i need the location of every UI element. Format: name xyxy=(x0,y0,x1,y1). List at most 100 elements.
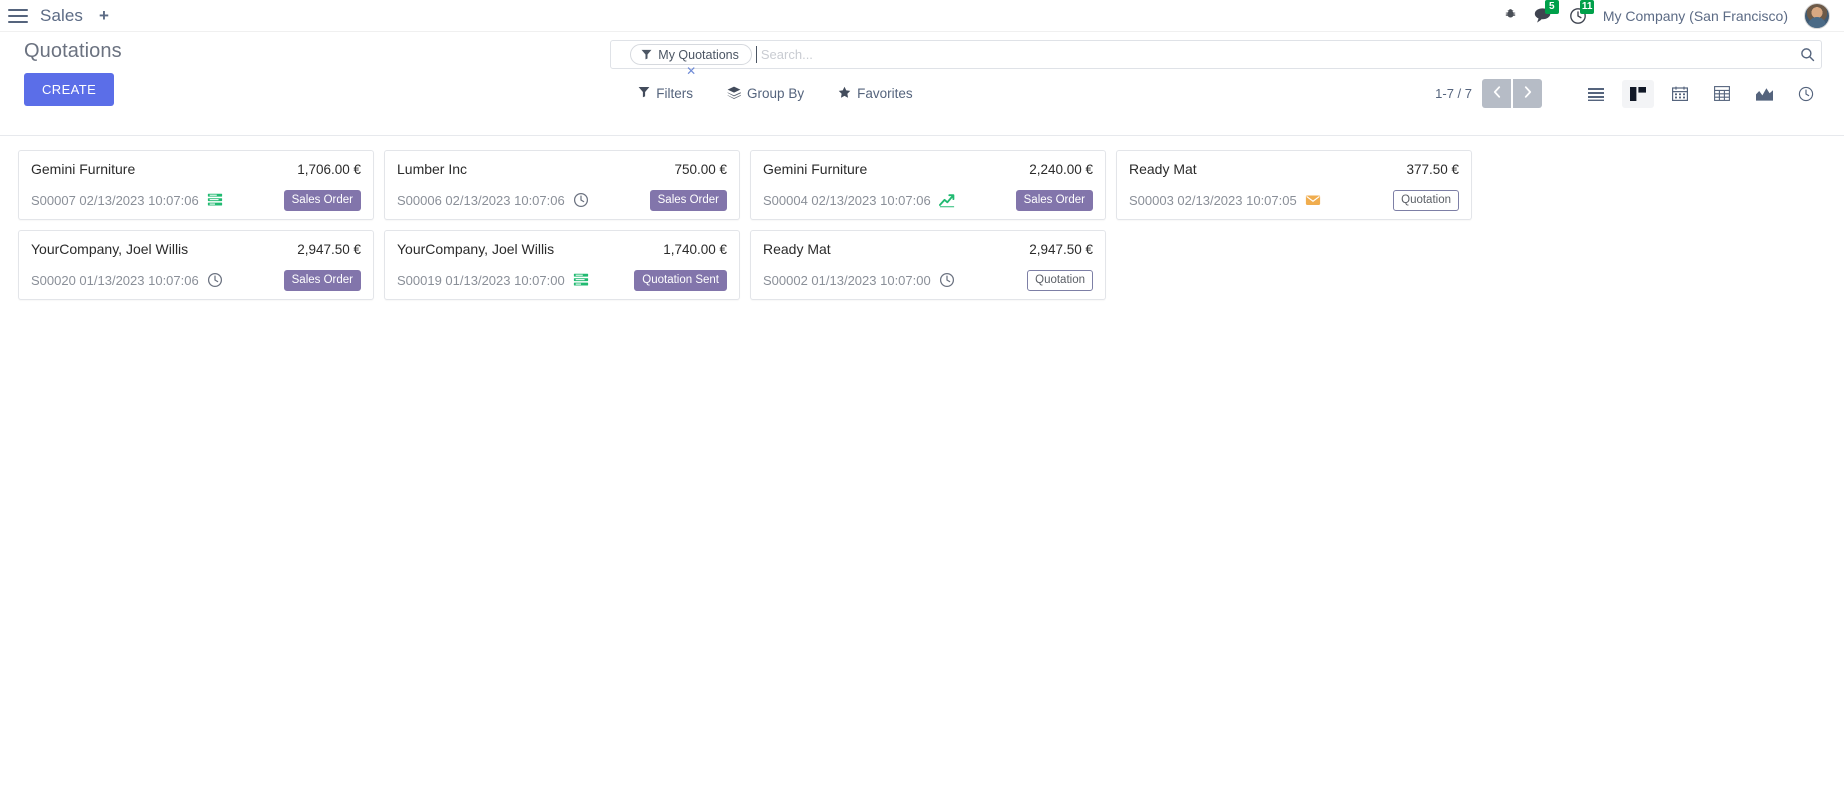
kanban-card-reference: S00020 01/13/2023 10:07:06 xyxy=(31,272,199,288)
green-lines-icon[interactable] xyxy=(573,272,589,288)
kanban-card-state: Sales Order xyxy=(649,189,727,211)
kanban-card-partner: YourCompany, Joel Willis xyxy=(397,241,555,257)
search-facet-label: My Quotations xyxy=(658,47,739,62)
filters-label: Filters xyxy=(656,86,694,101)
control-panel: Quotations CREATE My Quotations ✕ xyxy=(0,32,1844,136)
status-badge: Sales Order xyxy=(649,189,727,211)
kanban-card-reference: S00006 02/13/2023 10:07:06 xyxy=(397,192,565,208)
envelope-icon[interactable] xyxy=(1305,192,1321,208)
kanban-card-state: Quotation xyxy=(1393,189,1459,211)
pager-previous-button[interactable] xyxy=(1482,79,1511,108)
kanban-card[interactable]: Gemini Furniture 2,240.00 € S00004 02/13/2… xyxy=(750,150,1106,220)
app-name[interactable]: Sales xyxy=(40,5,84,25)
pivot-view-icon[interactable] xyxy=(1706,80,1738,108)
groupby-dropdown[interactable]: Group By xyxy=(727,86,804,102)
view-switcher xyxy=(1580,79,1822,108)
bug-icon[interactable] xyxy=(1503,8,1518,23)
favorites-dropdown[interactable]: Favorites xyxy=(838,86,913,102)
filters-dropdown[interactable]: Filters xyxy=(638,86,693,102)
kanban-card-header: YourCompany, Joel Willis 2,947.50 € xyxy=(31,241,361,257)
kanban-card-reference: S00004 02/13/2023 10:07:06 xyxy=(763,192,931,208)
kanban-card-reference: S00007 02/13/2023 10:07:06 xyxy=(31,192,199,208)
calendar-view-icon[interactable] xyxy=(1664,80,1696,108)
kanban-card-footer: S00007 02/13/2023 10:07:06 Sales Order xyxy=(31,189,361,211)
kanban-card-partner: Ready Mat xyxy=(763,241,831,257)
kanban-card-footer: S00020 01/13/2023 10:07:06 Sales Order xyxy=(31,269,361,291)
kanban-card-partner: YourCompany, Joel Willis xyxy=(31,241,189,257)
top-navbar: Sales + 5 11 My Company (San Francisco) xyxy=(0,0,1844,32)
kanban-card-state: Sales Order xyxy=(1015,189,1093,211)
green-lines-icon[interactable] xyxy=(207,192,223,208)
filter-icon xyxy=(641,49,652,60)
search-dropdown-toggles: Filters Group By xyxy=(638,86,913,102)
clock-icon[interactable] xyxy=(573,192,589,208)
activities-badge: 11 xyxy=(1579,0,1595,14)
kanban-card-header: Ready Mat 377.50 € xyxy=(1129,161,1459,177)
kanban-card-header: Lumber Inc 750.00 € xyxy=(397,161,727,177)
kanban-card-header: Ready Mat 2,947.50 € xyxy=(763,241,1093,257)
kanban-card-state: Sales Order xyxy=(283,269,361,291)
messages-badge: 5 xyxy=(1544,0,1559,14)
kanban-card-amount: 2,240.00 € xyxy=(1029,162,1093,177)
kanban-card-reference: S00003 02/13/2023 10:07:05 xyxy=(1129,192,1297,208)
search-view[interactable]: My Quotations ✕ xyxy=(610,40,1822,77)
navbar-right: 5 11 My Company (San Francisco) xyxy=(1503,0,1830,29)
activity-view-icon[interactable] xyxy=(1790,80,1822,108)
pager-next-button[interactable] xyxy=(1513,79,1542,108)
kanban-card-amount: 1,740.00 € xyxy=(663,242,727,257)
clock-icon[interactable]: 11 xyxy=(1569,0,1595,25)
search-facet-my-quotations[interactable]: My Quotations ✕ xyxy=(630,44,752,77)
kanban-card[interactable]: Gemini Furniture 1,706.00 € S00007 02/13/2… xyxy=(18,150,374,220)
kanban-card-header: Gemini Furniture 1,706.00 € xyxy=(31,161,361,177)
graph-view-icon[interactable] xyxy=(1748,80,1780,108)
kanban-card-amount: 2,947.50 € xyxy=(297,242,361,257)
kanban-card-footer: S00019 01/13/2023 10:07:00 Quotation Sent xyxy=(397,269,727,291)
kanban-card-footer: S00006 02/13/2023 10:07:06 Sales Order xyxy=(397,189,727,211)
filter-icon xyxy=(638,86,650,101)
kanban-card-amount: 1,706.00 € xyxy=(297,162,361,177)
create-button[interactable]: CREATE xyxy=(24,73,115,106)
status-badge: Sales Order xyxy=(1015,189,1093,211)
control-panel-top-row: Quotations CREATE My Quotations ✕ xyxy=(24,40,1822,108)
search-input[interactable] xyxy=(755,46,1794,63)
list-view-icon[interactable] xyxy=(1580,80,1612,108)
status-badge: Quotation Sent xyxy=(634,269,727,291)
pager: 1-7 / 7 xyxy=(1435,79,1542,108)
kanban-card-partner: Gemini Furniture xyxy=(763,161,868,177)
status-badge: Sales Order xyxy=(283,269,361,291)
kanban-card-state: Sales Order xyxy=(283,189,361,211)
kanban-card-state: Quotation Sent xyxy=(634,269,727,291)
kanban-card-reference: S00019 01/13/2023 10:07:00 xyxy=(397,272,565,288)
kanban-card[interactable]: Ready Mat 377.50 € S00003 02/13/2023 10:07… xyxy=(1116,150,1472,220)
avatar[interactable] xyxy=(1804,2,1830,29)
chevron-left-icon xyxy=(1493,85,1501,102)
kanban-view-icon[interactable] xyxy=(1622,79,1654,108)
search-facet-remove-icon[interactable]: ✕ xyxy=(686,64,697,78)
status-badge: Sales Order xyxy=(283,189,361,211)
pager-value: 1-7 / 7 xyxy=(1435,86,1472,101)
kanban-card[interactable]: YourCompany, Joel Willis 1,740.00 € S00019… xyxy=(384,230,740,300)
kanban-card-footer: S00003 02/13/2023 10:07:05 Quotation xyxy=(1129,189,1459,211)
control-panel-bottom-row: Filters Group By xyxy=(610,79,1822,108)
search-icon[interactable] xyxy=(1794,47,1815,62)
plus-icon[interactable]: + xyxy=(99,6,109,25)
chevron-right-icon xyxy=(1524,85,1532,102)
star-icon xyxy=(838,86,851,102)
kanban-card-state: Quotation xyxy=(1027,269,1093,291)
kanban-card[interactable]: Lumber Inc 750.00 € S00006 02/13/2023 10:0… xyxy=(384,150,740,220)
clock-icon[interactable] xyxy=(939,272,955,288)
company-switcher[interactable]: My Company (San Francisco) xyxy=(1602,7,1788,24)
kanban-view: Gemini Furniture 1,706.00 € S00007 02/13/2… xyxy=(0,136,1844,810)
control-panel-left: Quotations CREATE xyxy=(24,40,610,106)
kanban-card-partner: Gemini Furniture xyxy=(31,161,136,177)
clock-icon[interactable] xyxy=(207,272,223,288)
favorites-label: Favorites xyxy=(857,86,913,101)
kanban-card[interactable]: YourCompany, Joel Willis 2,947.50 € S00020… xyxy=(18,230,374,300)
burger-menu-icon[interactable] xyxy=(8,8,28,24)
kanban-card-header: Gemini Furniture 2,240.00 € xyxy=(763,161,1093,177)
kanban-card-footer: S00002 01/13/2023 10:07:00 Quotation xyxy=(763,269,1093,291)
status-badge: Quotation xyxy=(1027,269,1093,291)
trending-up-icon[interactable] xyxy=(938,192,955,208)
kanban-card[interactable]: Ready Mat 2,947.50 € S00002 01/13/2023 10:… xyxy=(750,230,1106,300)
messages-icon[interactable]: 5 xyxy=(1534,0,1559,24)
